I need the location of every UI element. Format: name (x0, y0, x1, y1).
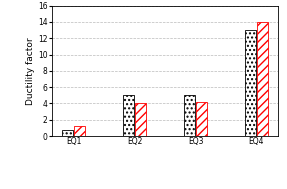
Bar (123, 95, 134, 136)
Bar (257, 22, 268, 136)
Bar (74, 126, 85, 136)
Bar (196, 102, 207, 136)
Bar (135, 104, 146, 136)
Y-axis label: Ductility factor: Ductility factor (26, 37, 35, 105)
Bar (62, 130, 73, 136)
Bar (245, 30, 256, 136)
Bar (184, 95, 195, 136)
